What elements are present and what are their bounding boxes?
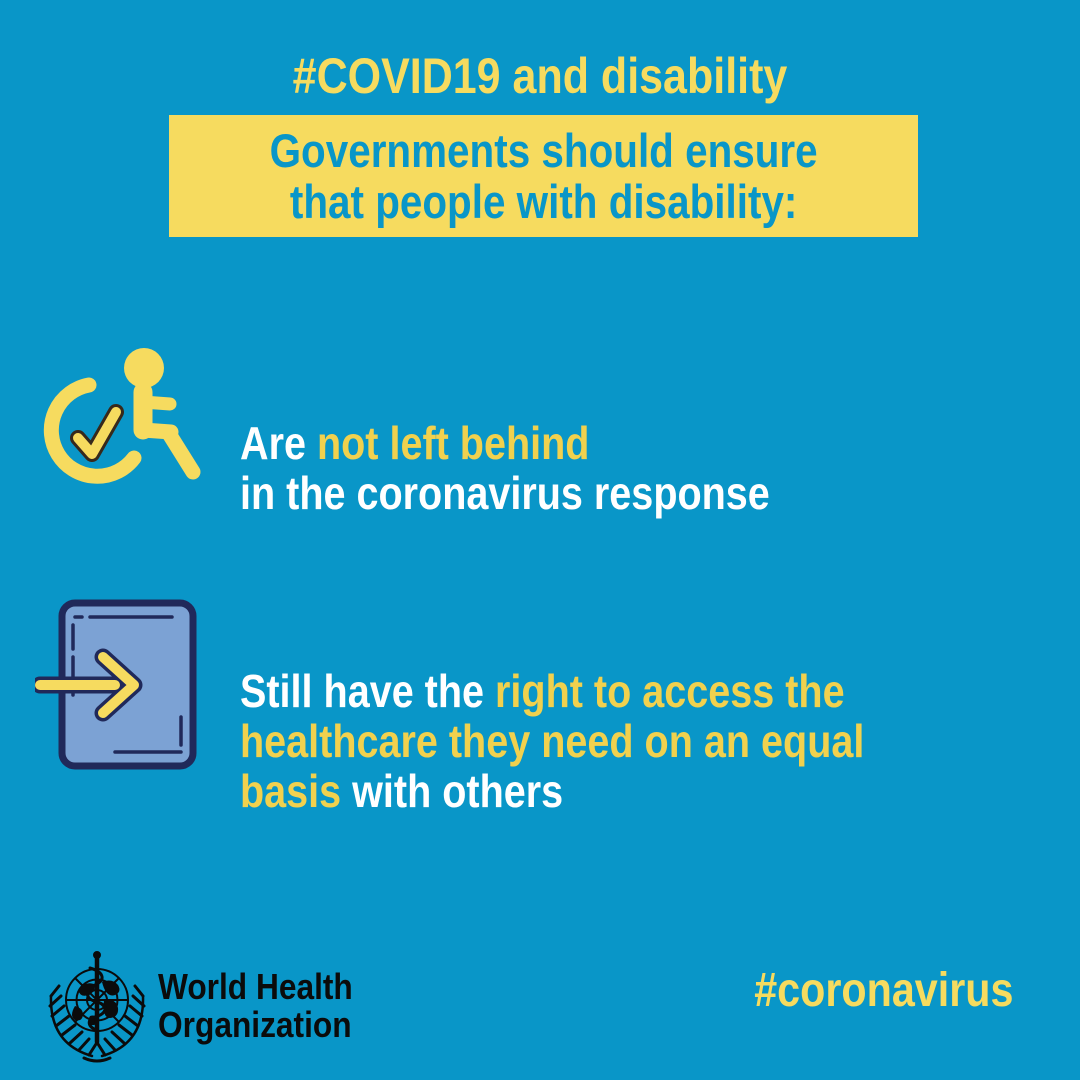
banner-text: Governments should ensure that people wi… [269, 124, 818, 228]
page-title: #COVID19 and disability [292, 48, 788, 104]
statement-2-segment: Still have the [240, 665, 496, 717]
statement-2-segment: with others [341, 765, 564, 817]
who-wordmark: World Health Organization [158, 966, 353, 1045]
statement-1: Are not left behind in the coronavirus r… [240, 368, 894, 519]
door-entry-arrow-icon [35, 599, 197, 770]
wheelchair-check-icon [43, 348, 201, 484]
statement-1-segment-highlight: not left behind [316, 417, 590, 469]
statement-2: Still have the right to access the healt… [240, 616, 928, 816]
statement-2-segment-highlight: right to access the healthcare they need… [240, 665, 865, 817]
who-emblem [48, 951, 146, 1063]
statement-1-segment: in the coronavirus response [240, 467, 770, 519]
header-banner: Governments should ensure that people wi… [169, 115, 918, 237]
statement-1-segment: Are [240, 417, 317, 469]
coronavirus-hashtag: #coronavirus [753, 964, 1013, 1017]
